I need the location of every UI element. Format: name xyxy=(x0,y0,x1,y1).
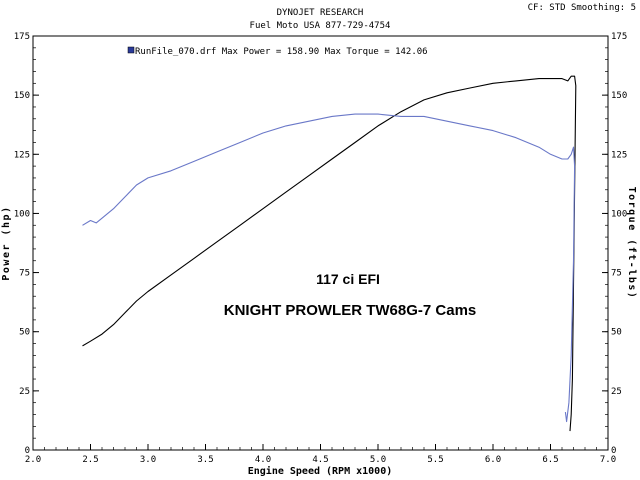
y-right-tick-label: 75 xyxy=(611,269,622,279)
y-right-tick-label: 25 xyxy=(611,387,622,397)
torque-curve xyxy=(82,113,576,423)
y-left-tick-label: 25 xyxy=(19,387,30,397)
y-right-tick-label: 50 xyxy=(611,328,622,338)
x-tick-label: 4.5 xyxy=(312,455,328,465)
plot-frame xyxy=(32,35,609,451)
legend-entry: RunFile_070.drf Max Power = 158.90 Max T… xyxy=(135,47,428,57)
axis-ticks xyxy=(32,35,609,451)
y-right-tick-label: 125 xyxy=(611,150,627,160)
x-tick-label: 6.5 xyxy=(542,455,558,465)
header-subtitle: Fuel Moto USA 877-729-4754 xyxy=(250,21,391,31)
y-right-tick-label: 150 xyxy=(611,91,627,101)
x-tick-label: 7.0 xyxy=(600,455,616,465)
y-right-tick-label: 0 xyxy=(611,446,616,456)
x-tick-label: 4.0 xyxy=(255,455,271,465)
header-settings: CF: STD Smoothing: 5 xyxy=(528,3,636,13)
annotation-cams: KNIGHT PROWLER TW68G-7 Cams xyxy=(224,302,477,319)
x-tick-label: 2.0 xyxy=(25,455,41,465)
y-left-tick-label: 150 xyxy=(14,91,30,101)
y-left-tick-label: 175 xyxy=(14,32,30,42)
y-left-tick-label: 75 xyxy=(19,269,30,279)
y-right-tick-label: 175 xyxy=(611,32,627,42)
legend-swatch xyxy=(127,46,135,54)
power-curve xyxy=(82,75,577,432)
y-right-tick-labels: 0 25 50 75 100 125 150 175 xyxy=(611,32,627,456)
y-axis-right-label: Torque (ft-lbs) xyxy=(626,187,637,300)
y-left-tick-label: 125 xyxy=(14,150,30,160)
header-title: DYNOJET RESEARCH xyxy=(277,8,364,18)
x-tick-label: 3.0 xyxy=(140,455,156,465)
y-axis-left-label: Power (hp) xyxy=(1,205,12,280)
series-layer xyxy=(82,75,577,432)
y-left-tick-label: 100 xyxy=(14,209,30,219)
y-right-tick-label: 100 xyxy=(611,209,627,219)
x-tick-label: 3.5 xyxy=(197,455,213,465)
x-tick-label: 6.0 xyxy=(485,455,501,465)
y-left-tick-label: 50 xyxy=(19,328,30,338)
y-left-tick-labels: 0 25 50 75 100 125 150 175 xyxy=(14,32,30,456)
y-left-tick-label: 0 xyxy=(25,446,30,456)
x-axis-label: Engine Speed (RPM x1000) xyxy=(248,465,393,477)
x-tick-label: 5.0 xyxy=(370,455,386,465)
x-tick-label: 5.5 xyxy=(427,455,443,465)
annotation-engine: 117 ci EFI xyxy=(316,271,380,287)
x-tick-label: 2.5 xyxy=(82,455,98,465)
x-tick-labels: 2.0 2.5 3.0 3.5 4.0 4.5 5.0 5.5 6.0 6.5 7.0 xyxy=(25,455,616,465)
